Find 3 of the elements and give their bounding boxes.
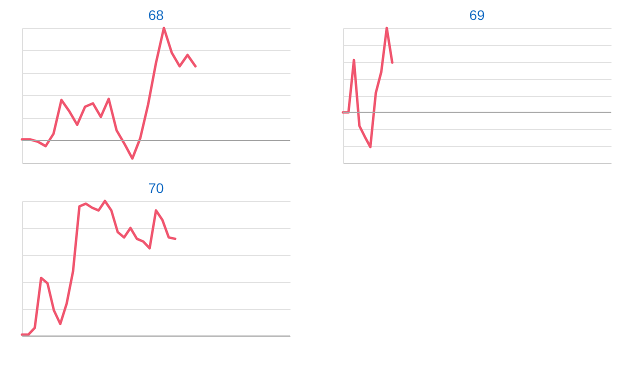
chart-title: 70 [148, 180, 164, 196]
chart-title: 68 [148, 6, 164, 23]
chart-title: 69 [469, 6, 485, 23]
